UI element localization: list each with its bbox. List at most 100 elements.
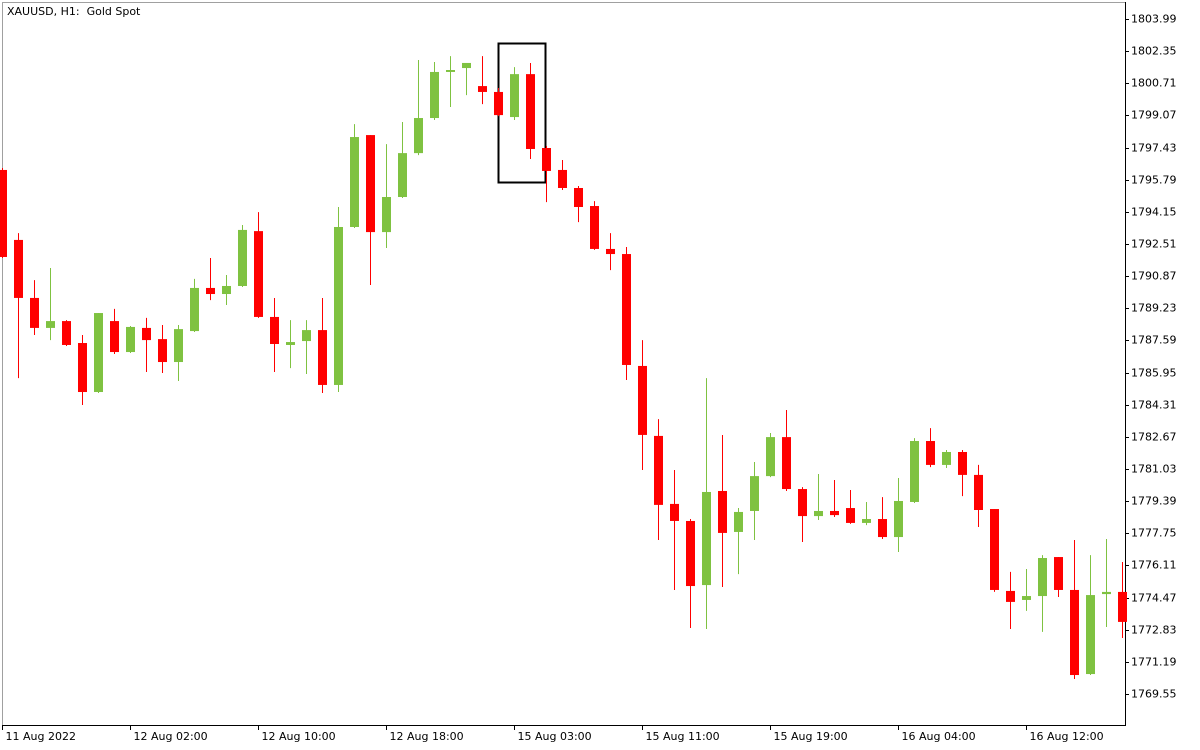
candle-body — [430, 71, 439, 119]
candle-body — [830, 510, 839, 516]
y-tick-label: 1792.51 — [1131, 238, 1177, 251]
chart-title: XAUUSD, H1: Gold Spot — [7, 5, 141, 18]
candle-body — [638, 365, 647, 435]
y-tick-label: 1774.47 — [1131, 592, 1177, 605]
candle-body — [782, 437, 791, 490]
candle-body — [574, 187, 583, 208]
candle-body — [558, 169, 567, 188]
candle-body — [110, 321, 119, 353]
x-tick-label: 12 Aug 02:00 — [134, 730, 208, 743]
candle-body — [622, 254, 631, 365]
candle-body — [734, 511, 743, 532]
candle-body — [526, 74, 535, 149]
y-tick-label: 1797.43 — [1131, 142, 1177, 155]
candle-body — [462, 62, 471, 69]
candle-body — [478, 86, 487, 92]
y-tick-label: 1795.79 — [1131, 174, 1177, 187]
candle-body — [270, 316, 279, 344]
x-tick-label: 12 Aug 18:00 — [390, 730, 464, 743]
y-tick-label: 1779.39 — [1131, 495, 1177, 508]
y-tick-label: 1787.59 — [1131, 334, 1177, 347]
candle-body — [510, 74, 519, 118]
y-tick-label: 1800.71 — [1131, 77, 1177, 90]
candle-body — [862, 519, 871, 523]
candle-body — [670, 503, 679, 521]
candle-body — [814, 510, 823, 517]
candle-body — [318, 330, 327, 385]
candle-body — [606, 248, 615, 255]
y-tick-label: 1794.15 — [1131, 206, 1177, 219]
y-tick-label: 1803.99 — [1131, 13, 1177, 26]
y-tick-label: 1776.11 — [1131, 559, 1177, 572]
candle-body — [350, 137, 359, 227]
candle-body — [414, 118, 423, 154]
y-tick-label: 1799.07 — [1131, 109, 1177, 122]
y-tick-label: 1790.87 — [1131, 270, 1177, 283]
candle-body — [94, 313, 103, 393]
candle-body — [654, 435, 663, 505]
candle-body — [1038, 558, 1047, 597]
x-tick-label: 12 Aug 10:00 — [262, 730, 336, 743]
y-tick-label: 1781.03 — [1131, 463, 1177, 476]
candle-body — [1118, 591, 1127, 622]
candle-body — [798, 489, 807, 517]
candle-body — [926, 441, 935, 465]
candle-body — [382, 197, 391, 233]
candle-body — [1022, 596, 1031, 600]
y-tick-label: 1785.95 — [1131, 367, 1177, 380]
candle-body — [0, 169, 7, 257]
candle-body — [46, 321, 55, 328]
y-tick-label: 1777.75 — [1131, 527, 1177, 540]
candle-body — [1086, 595, 1095, 675]
candle-body — [686, 520, 695, 587]
y-tick-label: 1772.83 — [1131, 624, 1177, 637]
candle-body — [446, 70, 455, 72]
x-tick-label: 15 Aug 11:00 — [646, 730, 720, 743]
candle-body — [222, 285, 231, 295]
candle-body — [30, 297, 39, 328]
candle-body — [766, 437, 775, 477]
candle-body — [910, 441, 919, 502]
x-tick-label: 16 Aug 04:00 — [902, 730, 976, 743]
x-tick-label: 11 Aug 2022 — [6, 730, 76, 743]
x-tick-label: 16 Aug 12:00 — [1030, 730, 1104, 743]
x-tick-label: 15 Aug 19:00 — [774, 730, 848, 743]
candle-body — [974, 474, 983, 511]
candle-body — [702, 491, 711, 586]
x-tick-label: 15 Aug 03:00 — [518, 730, 592, 743]
candle-body — [302, 330, 311, 342]
candle-body — [1070, 589, 1079, 676]
candle-body — [846, 508, 855, 523]
candle-body — [254, 231, 263, 317]
candle-body — [990, 509, 999, 590]
y-tick-label: 1802.35 — [1131, 45, 1177, 58]
candle-body — [1006, 590, 1015, 602]
candle-body — [190, 287, 199, 332]
candle-body — [590, 206, 599, 249]
y-tick-label: 1784.31 — [1131, 399, 1177, 412]
candle-body — [142, 327, 151, 341]
candle-body — [398, 153, 407, 198]
y-tick-label: 1769.55 — [1131, 688, 1177, 701]
candle-body — [14, 239, 23, 298]
candle-body — [206, 287, 215, 295]
candle-body — [334, 226, 343, 385]
candle-body — [286, 342, 295, 345]
candle-body — [958, 451, 967, 475]
plot-frame — [2, 2, 1126, 726]
candle-body — [494, 91, 503, 116]
candle-body — [62, 321, 71, 345]
candle-body — [894, 500, 903, 538]
y-tick-label: 1789.23 — [1131, 302, 1177, 315]
candle-body — [718, 490, 727, 533]
candle-body — [1054, 557, 1063, 590]
y-tick-label: 1771.19 — [1131, 656, 1177, 669]
candle-body — [878, 519, 887, 538]
candle-body — [366, 135, 375, 233]
candle-body — [238, 229, 247, 286]
candle-body — [750, 476, 759, 511]
candle-body — [126, 326, 135, 353]
candle-body — [942, 451, 951, 465]
